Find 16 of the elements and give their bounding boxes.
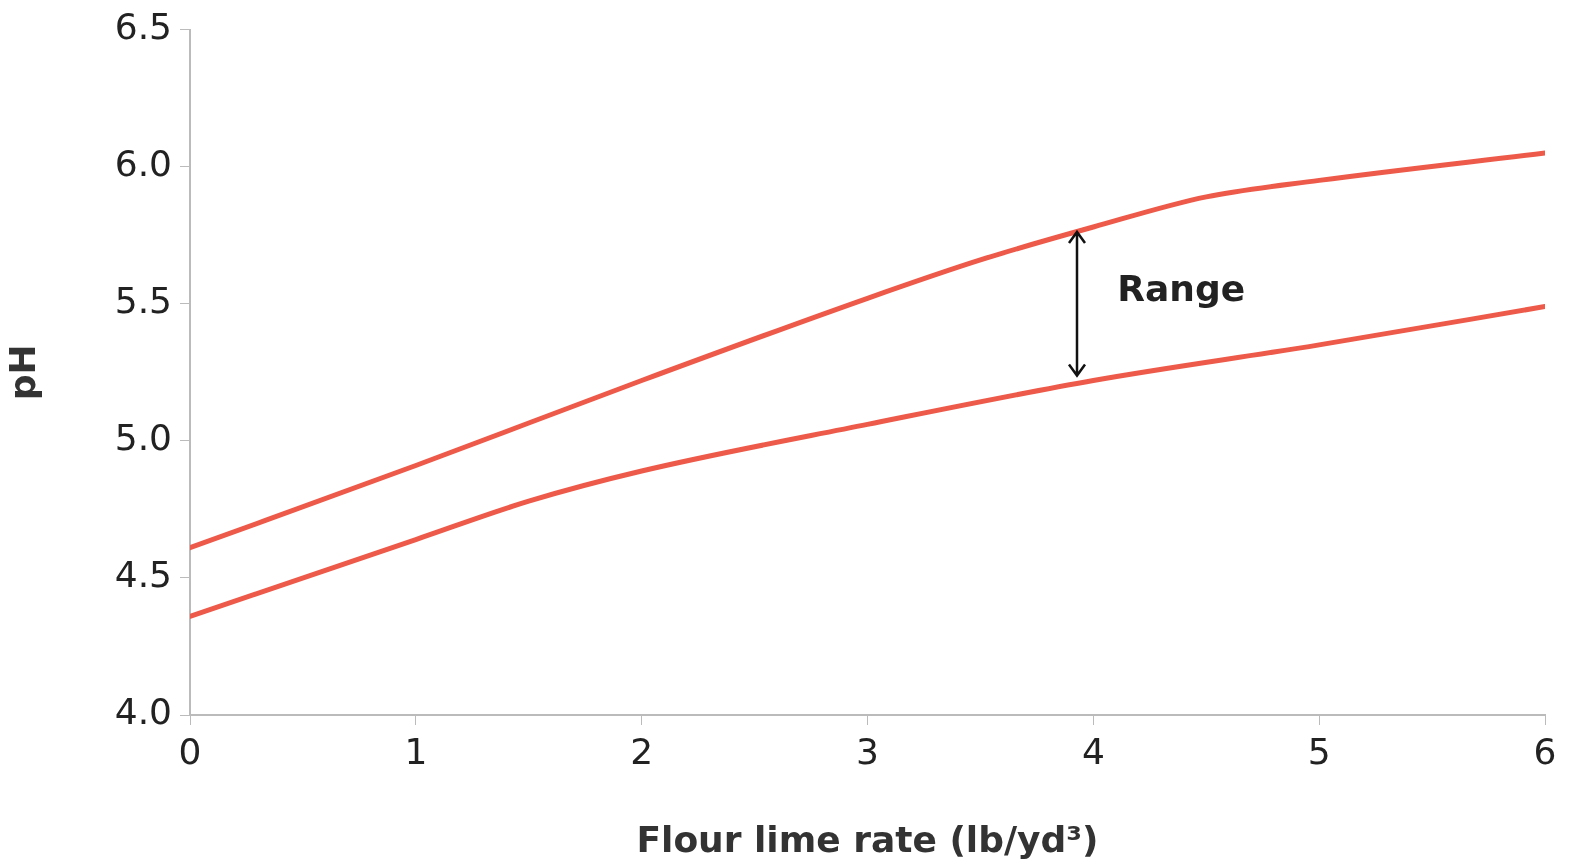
annotation: Range — [1117, 268, 1246, 310]
y-tick-label: 5.0 — [114, 417, 172, 459]
x-axis-title: Flour lime rate (lb/yd³) — [636, 818, 1099, 860]
x-tick-label: 3 — [856, 730, 879, 772]
y-axis-title: pH — [1, 344, 43, 401]
y-tick-label: 4.0 — [114, 691, 172, 733]
x-tick-label: 5 — [1307, 730, 1331, 772]
x-tick-label: 0 — [178, 730, 202, 772]
x-tick-label: 1 — [404, 730, 428, 772]
x-tick-label: 6 — [1533, 730, 1557, 772]
y-tick-label: 5.5 — [114, 280, 172, 322]
x-tick-label: 4 — [1081, 730, 1105, 772]
x-tick-label: 2 — [630, 730, 654, 772]
y-tick-label: 4.5 — [114, 554, 172, 596]
y-tick-label: 6.0 — [114, 143, 172, 185]
y-tick-label: 6.5 — [114, 5, 172, 47]
